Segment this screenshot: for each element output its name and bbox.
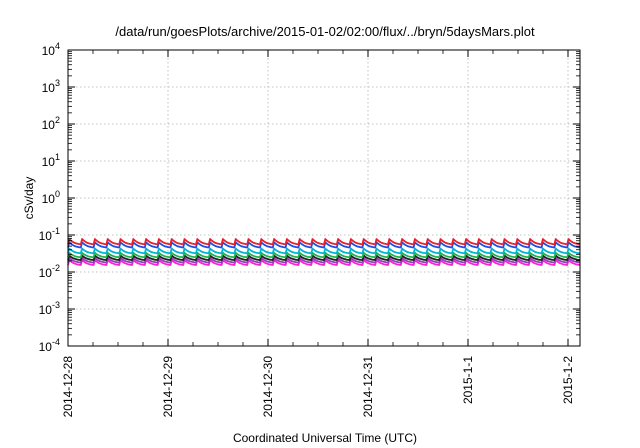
chart-title: /data/run/goesPlots/archive/2015-01-02/0…: [115, 24, 535, 39]
series-line-2: [67, 241, 581, 249]
y-tick-label: 101: [42, 152, 60, 169]
y-tick-label: 103: [42, 78, 60, 95]
series-line-7: [67, 259, 581, 266]
x-tick-label: 2014-12-29: [161, 356, 175, 418]
ticks: [67, 49, 580, 347]
y-axis-label: cSv/day: [22, 177, 36, 220]
x-tick-label: 2015-1-1: [461, 356, 475, 404]
y-tick-label: 102: [42, 115, 60, 132]
y-tick-label: 100: [42, 189, 60, 206]
y-tick-label: 10-3: [39, 300, 60, 317]
series-line-1: [67, 238, 581, 246]
y-tick-label: 10-4: [39, 337, 60, 354]
series-line-5: [67, 254, 581, 261]
grid: [68, 50, 580, 346]
x-axis-label: Coordinated Universal Time (UTC): [233, 431, 417, 445]
series-line-6: [67, 257, 581, 264]
y-tick-label: 10-1: [39, 226, 60, 243]
series-line-3: [67, 247, 581, 255]
x-tick-label: 2014-12-28: [61, 356, 75, 418]
y-tick-label: 10-2: [39, 263, 60, 280]
x-tick-label: 2014-12-30: [261, 356, 275, 418]
series-line-4: [67, 251, 581, 259]
series-group: [67, 238, 581, 266]
x-tick-labels: 2014-12-28 2014-12-29 2014-12-30 2014-12-31…: [61, 356, 575, 418]
x-tick-label: 2014-12-31: [361, 356, 375, 418]
y-tick-labels: 104 103 102 101 100 10-1 10-2 10-3 10-4: [39, 41, 60, 354]
x-tick-label: 2015-1-2: [561, 356, 575, 404]
y-tick-label: 104: [42, 41, 60, 58]
